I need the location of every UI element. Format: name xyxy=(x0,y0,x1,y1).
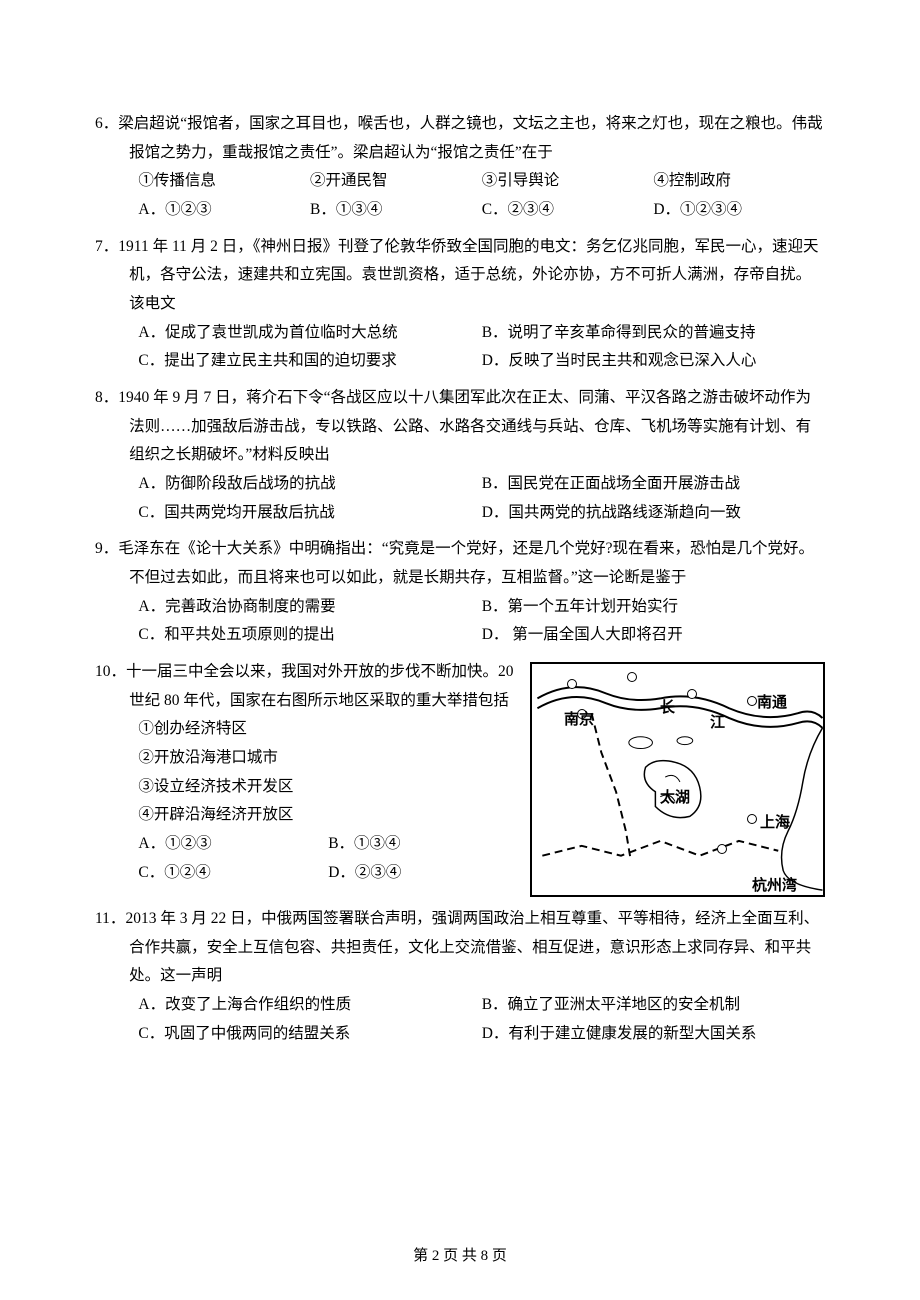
q6-opt-b: B．①③④ xyxy=(310,196,482,225)
q11-options-row2: C．巩固了中俄两同的结盟关系 D．有利于建立健康发展的新型大国关系 xyxy=(95,1020,825,1049)
q6-item-1: ①传播信息 xyxy=(138,167,310,196)
question-9: 9．毛泽东在《论十大关系》中明确指出：“究竟是一个党好，还是几个党好?现在看来，… xyxy=(95,535,825,650)
q10-opt-c: C．①②④ xyxy=(138,859,328,888)
q10-options-row2: C．①②④ D．②③④ xyxy=(95,859,518,888)
map-label-shanghai: 上海 xyxy=(760,809,790,837)
q6-stem: 6．梁启超说“报馆者，国家之耳目也，喉舌也，人群之镜也，文坛之主也，将来之灯也，… xyxy=(95,110,825,167)
q8-stem: 8．1940 年 9 月 7 日，蒋介石下令“各战区应以十八集团军此次在正太、同… xyxy=(95,384,825,470)
q8-num: 8． xyxy=(95,389,118,406)
q11-text: 2013 年 3 月 22 日，中俄两国签署联合声明，强调两国政治上相互尊重、平… xyxy=(125,910,819,984)
q10-item-3: ③设立经济技术开发区 xyxy=(95,773,518,802)
q6-opt-d: D．①②③④ xyxy=(653,196,825,225)
q10-item-4: ④开辟沿海经济开放区 xyxy=(95,801,518,830)
question-6: 6．梁启超说“报馆者，国家之耳目也，喉舌也，人群之镜也，文坛之主也，将来之灯也，… xyxy=(95,110,825,225)
q7-num: 7． xyxy=(95,238,118,255)
q11-opt-a: A．改变了上海合作组织的性质 xyxy=(138,991,481,1020)
q9-opt-c: C．和平共处五项原则的提出 xyxy=(138,621,481,650)
q8-opt-d: D．国共两党的抗战路线逐渐趋向一致 xyxy=(482,499,825,528)
q10-options-row1: A．①②③ B．①③④ xyxy=(95,830,518,859)
map-label-nanjing: 南京 xyxy=(564,706,594,734)
question-10: 10．十一届三中全会以来，我国对外开放的步伐不断加快。20 世纪 80 年代，国… xyxy=(95,658,825,897)
q8-options-row2: C．国共两党均开展敌后抗战 D．国共两党的抗战路线逐渐趋向一致 xyxy=(95,499,825,528)
q7-opt-b: B．说明了辛亥革命得到民众的普遍支持 xyxy=(482,319,825,348)
q11-num: 11． xyxy=(95,910,125,927)
q8-opt-c: C．国共两党均开展敌后抗战 xyxy=(138,499,481,528)
map-label-chang: 长 xyxy=(660,694,675,722)
q9-stem: 9．毛泽东在《论十大关系》中明确指出：“究竟是一个党好，还是几个党好?现在看来，… xyxy=(95,535,825,592)
q6-item-3: ③引导舆论 xyxy=(482,167,654,196)
q6-item-4: ④控制政府 xyxy=(653,167,825,196)
q10-item-1: ①创办经济特区 xyxy=(95,715,518,744)
q7-opt-a: A．促成了袁世凯成为首位临时大总统 xyxy=(138,319,481,348)
q6-items: ①传播信息 ②开通民智 ③引导舆论 ④控制政府 xyxy=(95,167,825,196)
map-label-jiang: 江 xyxy=(710,709,725,737)
q6-text: 梁启超说“报馆者，国家之耳目也，喉舌也，人群之镜也，文坛之主也，将来之灯也，现在… xyxy=(118,115,822,161)
map-label-nantong: 南通 xyxy=(757,689,787,717)
map-label-taihu: 太湖 xyxy=(660,784,690,812)
q10-stem: 10．十一届三中全会以来，我国对外开放的步伐不断加快。20 世纪 80 年代，国… xyxy=(95,658,518,715)
q9-opt-d: D． 第一届全国人大即将召开 xyxy=(482,621,825,650)
q10-item-2: ②开放沿海港口城市 xyxy=(95,744,518,773)
q10-text: 十一届三中全会以来，我国对外开放的步伐不断加快。20 世纪 80 年代，国家在右… xyxy=(126,663,514,709)
q11-stem: 11．2013 年 3 月 22 日，中俄两国签署联合声明，强调两国政治上相互尊… xyxy=(95,905,825,991)
q8-options-row1: A．防御阶段敌后战场的抗战 B．国民党在正面战场全面开展游击战 xyxy=(95,470,825,499)
q6-opt-a: A．①②③ xyxy=(138,196,310,225)
q7-options-row1: A．促成了袁世凯成为首位临时大总统 B．说明了辛亥革命得到民众的普遍支持 xyxy=(95,319,825,348)
q7-options-row2: C．提出了建立民主共和国的迫切要求 D．反映了当时民主共和观念已深入人心 xyxy=(95,347,825,376)
q7-opt-d: D．反映了当时民主共和观念已深入人心 xyxy=(482,347,825,376)
q10-map: 南京 长 江 南通 太湖 上海 杭州湾 xyxy=(530,662,825,897)
q11-opt-b: B．确立了亚洲太平洋地区的安全机制 xyxy=(482,991,825,1020)
q9-num: 9． xyxy=(95,540,118,557)
q8-opt-a: A．防御阶段敌后战场的抗战 xyxy=(138,470,481,499)
question-11: 11．2013 年 3 月 22 日，中俄两国签署联合声明，强调两国政治上相互尊… xyxy=(95,905,825,1048)
q10-opt-a: A．①②③ xyxy=(138,830,328,859)
question-7: 7．1911 年 11 月 2 日，《神州日报》刊登了伦敦华侨致全国同胞的电文：… xyxy=(95,233,825,376)
q10-num: 10． xyxy=(95,663,126,680)
q9-opt-b: B．第一个五年计划开始实行 xyxy=(482,593,825,622)
q8-text: 1940 年 9 月 7 日，蒋介石下令“各战区应以十八集团军此次在正太、同蒲、… xyxy=(118,389,811,463)
q7-opt-c: C．提出了建立民主共和国的迫切要求 xyxy=(138,347,481,376)
q11-options-row1: A．改变了上海合作组织的性质 B．确立了亚洲太平洋地区的安全机制 xyxy=(95,991,825,1020)
q11-opt-c: C．巩固了中俄两同的结盟关系 xyxy=(138,1020,481,1049)
q9-options-row2: C．和平共处五项原则的提出 D． 第一届全国人大即将召开 xyxy=(95,621,825,650)
q10-opt-b: B．①③④ xyxy=(328,830,518,859)
q6-num: 6． xyxy=(95,115,118,132)
q10-opt-d: D．②③④ xyxy=(328,859,518,888)
question-8: 8．1940 年 9 月 7 日，蒋介石下令“各战区应以十八集团军此次在正太、同… xyxy=(95,384,825,527)
q9-options-row1: A．完善政治协商制度的需要 B．第一个五年计划开始实行 xyxy=(95,593,825,622)
q6-item-2: ②开通民智 xyxy=(310,167,482,196)
q6-options: A．①②③ B．①③④ C．②③④ D．①②③④ xyxy=(95,196,825,225)
q7-text: 1911 年 11 月 2 日，《神州日报》刊登了伦敦华侨致全国同胞的电文：务乞… xyxy=(118,238,818,312)
q9-opt-a: A．完善政治协商制度的需要 xyxy=(138,593,481,622)
q6-opt-c: C．②③④ xyxy=(482,196,654,225)
q9-text: 毛泽东在《论十大关系》中明确指出：“究竟是一个党好，还是几个党好?现在看来，恐怕… xyxy=(118,540,814,586)
q11-opt-d: D．有利于建立健康发展的新型大国关系 xyxy=(482,1020,825,1049)
page-footer: 第 2 页 共 8 页 xyxy=(0,1244,920,1265)
map-label-hangzhouwan: 杭州湾 xyxy=(752,872,797,900)
q8-opt-b: B．国民党在正面战场全面开展游击战 xyxy=(482,470,825,499)
q7-stem: 7．1911 年 11 月 2 日，《神州日报》刊登了伦敦华侨致全国同胞的电文：… xyxy=(95,233,825,319)
